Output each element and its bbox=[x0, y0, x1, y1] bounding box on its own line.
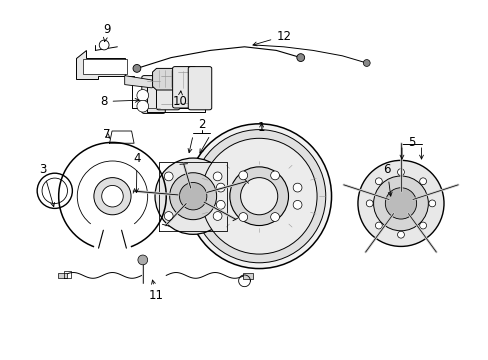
Text: 11: 11 bbox=[149, 280, 163, 302]
Text: 12: 12 bbox=[252, 30, 291, 46]
Ellipse shape bbox=[357, 160, 443, 247]
Ellipse shape bbox=[213, 212, 222, 220]
Ellipse shape bbox=[238, 171, 247, 180]
Ellipse shape bbox=[270, 171, 279, 180]
FancyBboxPatch shape bbox=[172, 67, 196, 108]
FancyBboxPatch shape bbox=[156, 70, 180, 110]
Polygon shape bbox=[124, 76, 159, 88]
Ellipse shape bbox=[385, 188, 416, 219]
Text: 2: 2 bbox=[198, 118, 205, 131]
Ellipse shape bbox=[137, 100, 148, 112]
Ellipse shape bbox=[99, 40, 109, 50]
FancyBboxPatch shape bbox=[188, 67, 211, 110]
FancyBboxPatch shape bbox=[242, 273, 253, 279]
Ellipse shape bbox=[397, 169, 404, 176]
Polygon shape bbox=[83, 59, 127, 74]
Text: 3: 3 bbox=[39, 163, 55, 207]
Ellipse shape bbox=[419, 222, 426, 229]
Ellipse shape bbox=[164, 212, 173, 220]
Ellipse shape bbox=[375, 222, 382, 229]
Text: 10: 10 bbox=[172, 91, 187, 108]
Ellipse shape bbox=[240, 177, 277, 215]
Ellipse shape bbox=[296, 54, 304, 62]
Ellipse shape bbox=[155, 158, 231, 234]
Ellipse shape bbox=[133, 64, 141, 72]
Ellipse shape bbox=[375, 178, 382, 185]
Ellipse shape bbox=[238, 213, 247, 221]
Ellipse shape bbox=[293, 201, 302, 209]
Text: 9: 9 bbox=[102, 23, 110, 42]
Polygon shape bbox=[177, 69, 204, 92]
Ellipse shape bbox=[373, 176, 427, 231]
Text: 1: 1 bbox=[257, 121, 265, 134]
Polygon shape bbox=[152, 68, 180, 90]
Polygon shape bbox=[76, 50, 134, 79]
Text: 7: 7 bbox=[102, 129, 110, 141]
Ellipse shape bbox=[164, 172, 173, 181]
Ellipse shape bbox=[270, 213, 279, 221]
FancyBboxPatch shape bbox=[142, 76, 165, 113]
Text: 4: 4 bbox=[133, 152, 141, 193]
Ellipse shape bbox=[363, 59, 369, 67]
FancyBboxPatch shape bbox=[58, 273, 67, 278]
Ellipse shape bbox=[192, 130, 325, 263]
Ellipse shape bbox=[366, 200, 372, 207]
Text: 8: 8 bbox=[100, 95, 139, 108]
Ellipse shape bbox=[186, 124, 331, 269]
Ellipse shape bbox=[428, 200, 435, 207]
Ellipse shape bbox=[213, 172, 222, 181]
Ellipse shape bbox=[216, 201, 224, 209]
Text: 5: 5 bbox=[407, 136, 415, 149]
Text: 6: 6 bbox=[383, 163, 391, 196]
Ellipse shape bbox=[419, 178, 426, 185]
Ellipse shape bbox=[293, 183, 302, 192]
Ellipse shape bbox=[397, 231, 404, 238]
Ellipse shape bbox=[94, 177, 131, 215]
Ellipse shape bbox=[169, 173, 216, 220]
Ellipse shape bbox=[201, 138, 316, 254]
Ellipse shape bbox=[102, 185, 123, 207]
Ellipse shape bbox=[229, 167, 288, 225]
Ellipse shape bbox=[179, 183, 206, 210]
Ellipse shape bbox=[138, 255, 147, 265]
Ellipse shape bbox=[216, 183, 224, 192]
Ellipse shape bbox=[137, 90, 148, 101]
